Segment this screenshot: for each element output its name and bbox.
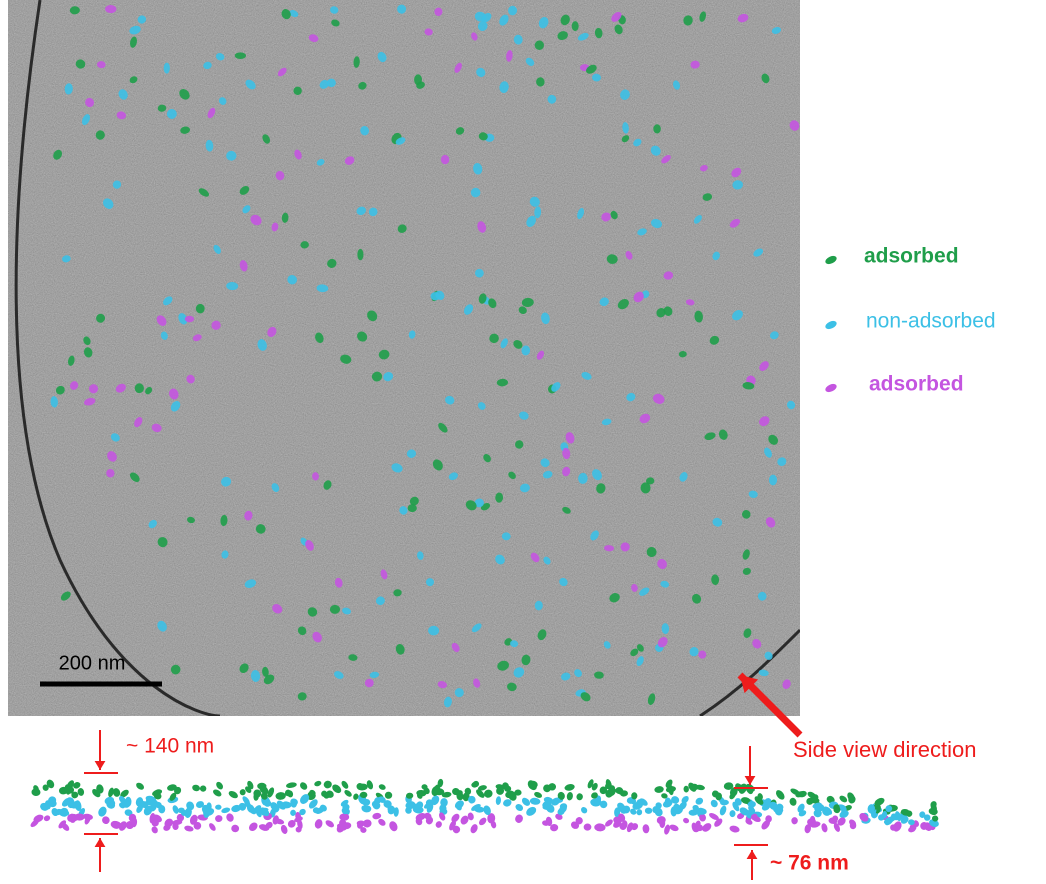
side-particle [314,818,324,829]
side-particle [227,789,239,799]
side-particle [280,824,289,835]
arrow-head [95,838,106,847]
side-particle [529,797,540,805]
side-particle [212,788,223,798]
side-particle [150,825,159,834]
side-particle [377,817,387,827]
side-particle [101,815,111,825]
side-particle [231,824,240,832]
scale-bar-label: 200 nm [59,652,126,674]
side-particle [694,796,704,806]
side-particle [576,793,584,801]
side-particle [594,823,606,832]
side-particle [191,784,200,792]
side-particle [645,807,653,813]
side-particle [97,805,109,818]
thickness-label: ~ 140 nm [126,735,214,758]
legend-label: non-adsorbed [866,310,996,333]
side-particle [820,823,828,833]
side-particle [642,824,650,834]
side-particle [388,820,399,833]
figure: 200 nm adsorbed non-adsorbed adsorbed Side… [0,0,1046,884]
particle [357,249,363,260]
legend: adsorbed non-adsorbed adsorbed [824,245,996,396]
side-particle [683,786,689,793]
thickness-label: ~ 76 nm [770,852,849,875]
side-particle [636,809,643,816]
side-particle [299,781,309,791]
side-particle [215,781,225,791]
side-particle [566,792,574,801]
side-particle [323,780,332,789]
particle [572,21,579,31]
legend-marker [824,254,838,265]
side-particle [221,807,231,814]
side-particle [225,812,235,823]
side-particle [275,792,286,801]
side-particle [533,791,543,799]
side-particle [372,812,382,820]
tomogram: 200 nm [8,0,801,716]
side-particle [384,791,393,799]
side-particle [924,814,931,820]
side-particle [378,783,387,791]
side-particle [184,825,195,833]
side-particle [669,823,680,832]
arrow-head [95,761,106,770]
side-particle [791,817,798,824]
side-particle [208,822,217,832]
side-particle [135,781,146,791]
side-particle [286,782,298,789]
side-particle [324,819,335,829]
legend-label: adsorbed [864,245,959,268]
side-particle [584,823,592,830]
side-particle [564,783,575,792]
side-particle [846,791,857,804]
side-particle [435,820,444,829]
side-particle [343,789,353,798]
side-particle [215,805,221,810]
side-particle [838,794,848,803]
side-particle [719,805,728,817]
particle [535,601,543,611]
side-view-label: Side view direction [793,737,976,762]
arrow-head [745,776,756,785]
side-particle [483,788,494,799]
side-particle [524,805,537,818]
side-particle [43,814,51,822]
side-particle [158,805,165,813]
side-particle [247,821,259,833]
side-particle [514,802,524,812]
side-view [29,778,940,835]
side-particle [729,810,736,817]
side-particle [654,786,664,794]
legend-marker [824,319,838,330]
side-particle [729,825,741,834]
arrow-head [747,850,758,859]
side-particle [469,823,479,834]
legend-marker [824,382,838,393]
side-particle [478,816,488,826]
side-particle [215,815,223,822]
side-particle [495,796,501,805]
side-particle [360,792,368,798]
side-particle [789,797,798,807]
side-particle [340,780,350,790]
side-particle [514,813,524,824]
side-particle [774,789,786,802]
side-particle [682,817,690,824]
side-particle [362,819,372,829]
side-particle [199,785,206,792]
side-particle [314,780,323,787]
side-particle [580,806,589,815]
legend-label: adsorbed [869,373,964,396]
